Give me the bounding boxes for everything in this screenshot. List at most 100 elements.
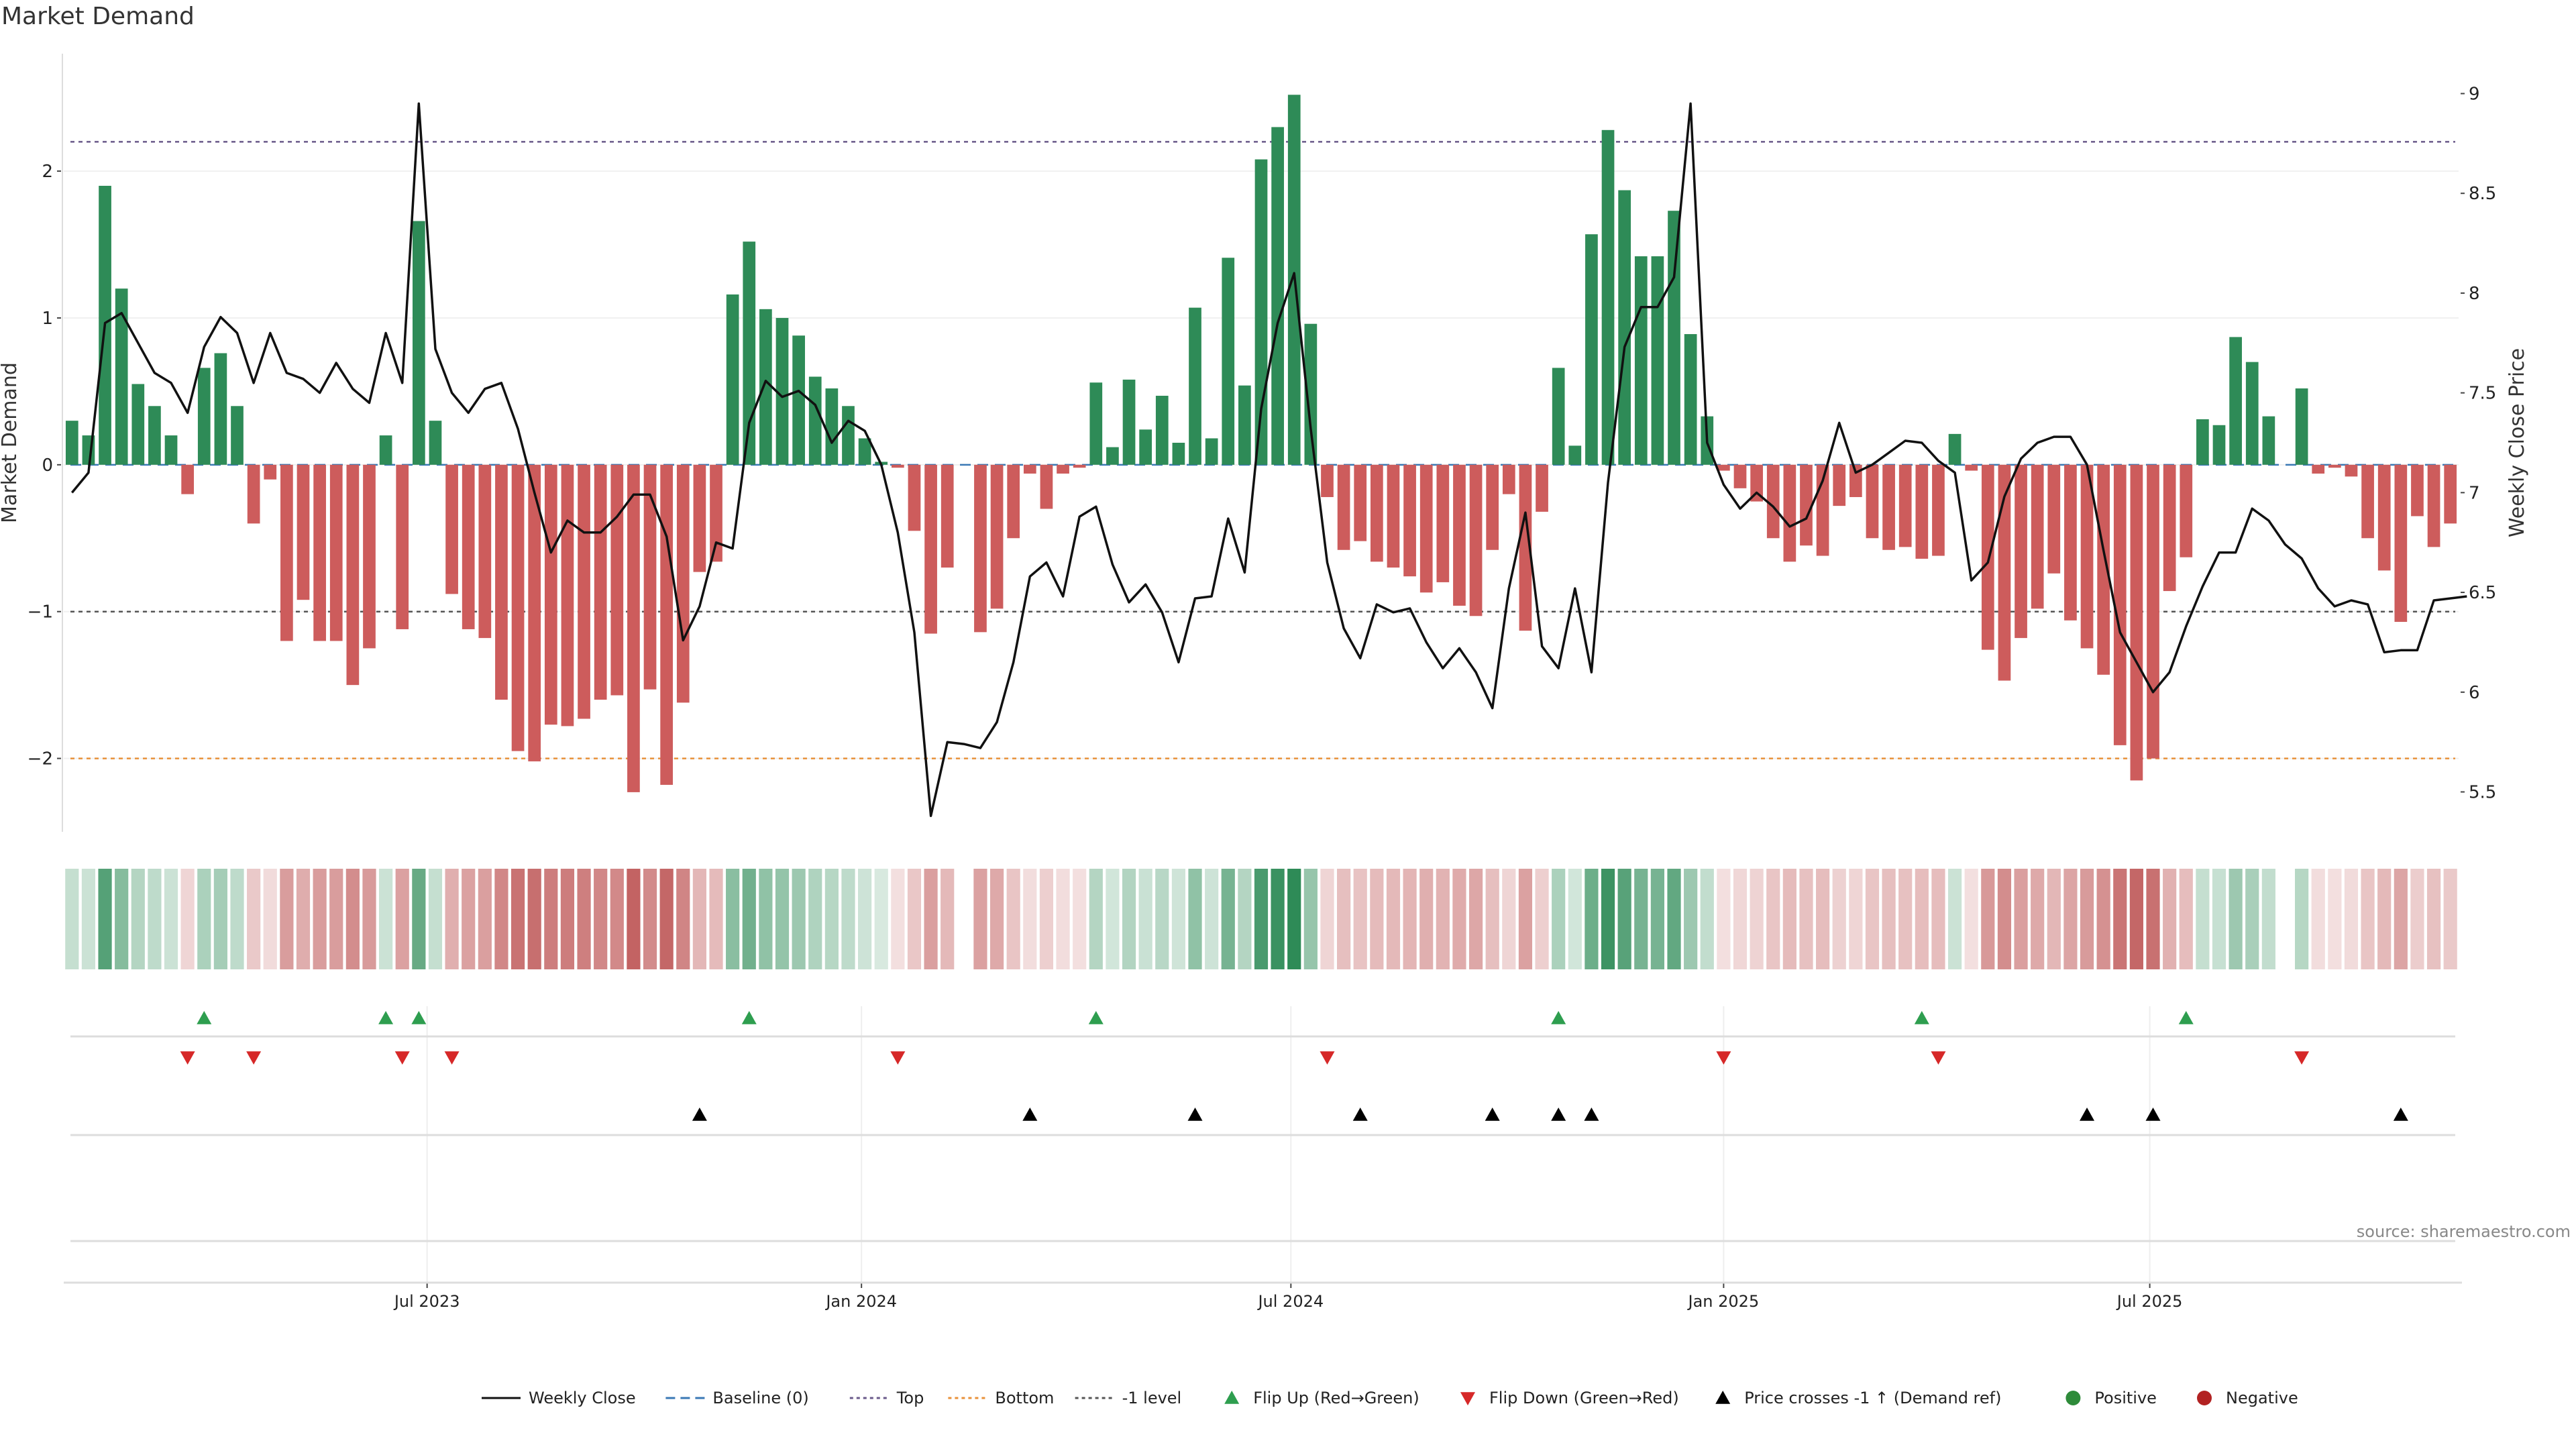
demand-bar <box>1882 464 1895 550</box>
demand-bar <box>1634 256 1648 465</box>
heat-cell <box>1717 869 1731 969</box>
demand-bar <box>1106 447 1119 465</box>
demand-bar <box>1998 464 2011 681</box>
heat-cell <box>1568 869 1582 969</box>
demand-bar <box>164 435 178 465</box>
heat-cell <box>1535 869 1549 969</box>
demand-bar <box>726 294 739 465</box>
heat-cell <box>1700 869 1714 969</box>
heat-cell <box>1617 869 1631 969</box>
heat-cell <box>1436 869 1450 969</box>
flip-down-marker <box>444 1051 460 1065</box>
demand-bar <box>743 241 756 465</box>
heat-cell <box>941 869 955 969</box>
heat-cell <box>1303 869 1318 969</box>
heat-cell <box>907 869 922 969</box>
heat-cell <box>1552 869 1566 969</box>
heat-cell <box>1799 869 1813 969</box>
heat-cell <box>1419 869 1434 969</box>
demand-bar <box>941 464 954 568</box>
flip-down-marker <box>246 1051 262 1065</box>
demand-bar <box>313 464 326 641</box>
heat-cell <box>2410 869 2424 969</box>
heat-cell <box>313 869 327 969</box>
heat-cell <box>1964 869 1978 969</box>
demand-bar <box>264 464 277 480</box>
heat-cell <box>1931 869 1945 969</box>
flip-up-marker <box>197 1011 212 1024</box>
left-tick-label: −1 <box>28 602 53 623</box>
flip-down-marker <box>394 1051 410 1065</box>
demand-bar <box>462 464 475 629</box>
demand-bar <box>1155 395 1169 465</box>
heat-cell <box>1452 869 1466 969</box>
demand-bar <box>1122 379 1136 465</box>
heat-cell <box>775 869 790 969</box>
heat-cell <box>1882 869 1896 969</box>
demand-bar <box>1189 307 1201 465</box>
flip-down-marker <box>2294 1051 2310 1065</box>
heat-cell <box>1403 869 1417 969</box>
heat-cell <box>345 869 360 969</box>
demand-bar <box>148 406 161 465</box>
demand-bar <box>1536 464 1548 512</box>
demand-bar <box>1238 385 1251 465</box>
x-tick-label: Jul 2024 <box>1256 1292 1324 1311</box>
right-tick-label: 6.5 <box>2469 583 2496 603</box>
heat-cell <box>2344 869 2359 969</box>
heat-cell <box>1089 869 1103 969</box>
demand-bar <box>231 406 244 465</box>
demand-bar <box>363 464 376 649</box>
legend-item: Flip Up (Red→Green) <box>1224 1389 1419 1407</box>
heat-cell <box>989 869 1004 969</box>
heat-cell <box>148 869 162 969</box>
heat-cell <box>891 869 905 969</box>
demand-bar <box>1419 464 1433 593</box>
demand-bar <box>1354 464 1367 541</box>
demand-bar <box>1932 464 1945 556</box>
demand-bar <box>511 464 525 751</box>
heat-cell <box>2047 869 2061 969</box>
demand-bar <box>1387 464 1400 568</box>
heat-cell <box>2031 869 2045 969</box>
heat-cell <box>858 869 872 969</box>
demand-bar <box>2262 416 2275 465</box>
heat-cell <box>1981 869 1995 969</box>
demand-bar <box>1370 464 1383 562</box>
demand-bar <box>710 464 722 562</box>
heat-cell <box>1585 869 1599 969</box>
x-tick-label: Jan 2025 <box>1687 1292 1760 1311</box>
demand-bar <box>1023 464 1036 474</box>
demand-bar <box>594 464 607 700</box>
demand-bar <box>2361 464 2374 539</box>
heat-cell <box>594 869 608 969</box>
legend-label: -1 level <box>1122 1389 1182 1407</box>
heat-cell <box>1468 869 1483 969</box>
price-cross-marker <box>1551 1108 1566 1121</box>
demand-bar <box>891 464 904 468</box>
demand-bar <box>1304 323 1318 465</box>
demand-bar <box>181 464 195 494</box>
demand-bar <box>2427 464 2440 547</box>
legend-label: Negative <box>2226 1389 2298 1407</box>
demand-bar <box>1321 464 1334 497</box>
price-cross-marker <box>692 1108 707 1121</box>
x-tick-label: Jan 2024 <box>824 1292 897 1311</box>
demand-bar <box>1486 464 1499 550</box>
heat-cell <box>544 869 558 969</box>
heat-cell <box>2129 869 2143 969</box>
flip-up-marker <box>741 1011 757 1024</box>
demand-bar <box>1948 433 1962 465</box>
demand-bar <box>908 464 921 531</box>
demand-bar <box>660 464 674 785</box>
heat-cell <box>1320 869 1334 969</box>
demand-bar <box>627 464 640 792</box>
heat-cell <box>560 869 575 969</box>
demand-bar <box>115 288 128 465</box>
demand-bar <box>1436 464 1450 582</box>
legend-item: Price crosses -1 ↑ (Demand ref) <box>1715 1389 2001 1407</box>
heat-cell <box>709 869 723 969</box>
demand-bar <box>1089 382 1103 465</box>
demand-bar <box>429 421 442 465</box>
demand-bar <box>1965 464 1978 471</box>
